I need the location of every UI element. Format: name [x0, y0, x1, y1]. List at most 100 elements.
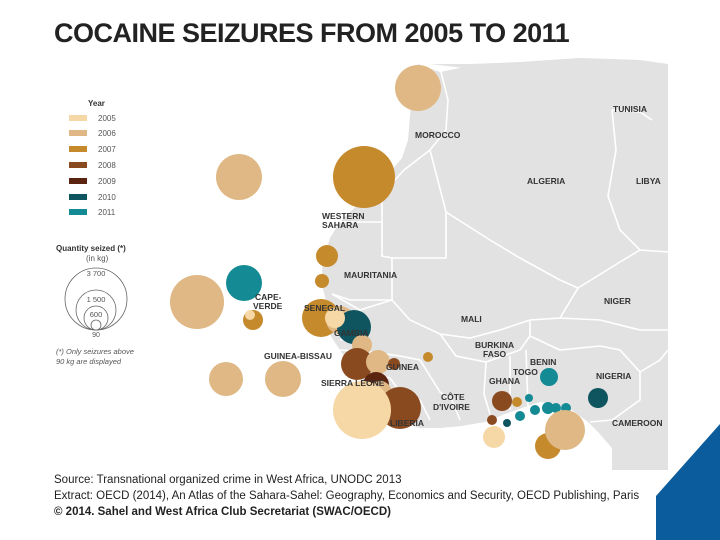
country-label-tunisia: TUNISIA	[613, 104, 647, 114]
copyright-line: © 2014. Sahel and West Africa Club Secre…	[54, 506, 391, 518]
country-labels: TUNISIA MOROCCO ALGERIA LIBYA WESTERN SA…	[253, 104, 663, 428]
country-label-verde: VERDE	[253, 301, 283, 311]
legend-label-2007: 2007	[98, 145, 116, 154]
border-cameroon	[639, 349, 669, 373]
legend-swatch-2011	[69, 209, 87, 215]
seizure-bubble	[492, 391, 512, 411]
seizure-bubble	[341, 348, 373, 380]
source-block: Source: Transnational organized crime in…	[54, 472, 639, 520]
seizure-bubble	[525, 394, 533, 402]
seizure-bubble	[226, 265, 262, 301]
border-mali-south	[359, 287, 579, 339]
country-label-mauritania: MAURITANIA	[344, 270, 397, 280]
seizure-bubble	[515, 411, 525, 421]
border-algeria-niger	[577, 249, 669, 289]
country-label-cote: CÔTE	[441, 391, 465, 402]
seizure-bubble	[316, 245, 338, 267]
seizure-bubble	[170, 275, 224, 329]
source-line: Source: Transnational organized crime in…	[54, 474, 402, 486]
country-label-burkina: BURKINA	[475, 340, 514, 350]
legend-footnote-line2: 90 kg are displayed	[56, 357, 122, 366]
seizure-bubble	[333, 146, 395, 208]
legend-size-label-small: 600	[90, 310, 103, 319]
country-label-togo: TOGO	[513, 367, 538, 377]
country-label-guinea: GUINEA	[386, 362, 419, 372]
legend-size-label-tiny: 90	[92, 332, 100, 339]
legend-quantity-unit: (in kg)	[86, 254, 109, 263]
country-label-libya: LIBYA	[636, 176, 661, 186]
seizure-bubble	[530, 405, 540, 415]
legend-size-label-medium: 1 500	[87, 295, 106, 304]
legend-label-2011: 2011	[98, 208, 116, 217]
legend-quantity-title: Quantity seized (*)	[56, 244, 126, 253]
country-label-sahara: SAHARA	[322, 220, 358, 230]
extract-line: Extract: OECD (2014), An Atlas of the Sa…	[54, 490, 640, 502]
seizure-bubble	[551, 403, 561, 413]
country-label-algeria: ALGERIA	[527, 176, 565, 186]
legend-swatch-2009	[69, 178, 87, 184]
legend-size-circle-tiny	[90, 319, 102, 331]
legend-label-2008: 2008	[98, 161, 116, 170]
legend-label-2009: 2009	[98, 177, 116, 186]
seizure-bubble	[209, 362, 243, 396]
map-title: COCAINE SEIZURES FROM 2005 TO 2011	[54, 18, 570, 48]
seizure-bubble	[545, 410, 585, 450]
seizure-bubble	[265, 361, 301, 397]
seizure-bubble	[216, 154, 262, 200]
legend-label-2005: 2005	[98, 114, 116, 123]
seizure-bubble	[366, 350, 390, 374]
border-algeria-libya	[607, 109, 641, 251]
border-niger-nigeria	[559, 317, 668, 331]
country-borders	[331, 67, 669, 423]
seizure-bubble	[512, 397, 522, 407]
country-label-benin: BENIN	[530, 357, 556, 367]
legend-swatch-2007	[69, 146, 87, 152]
corner-shape	[656, 424, 720, 540]
seizure-bubble	[540, 368, 558, 386]
legend-label-2006: 2006	[98, 129, 116, 138]
seizure-bubble	[542, 402, 554, 414]
seizure-bubble	[333, 381, 391, 439]
seizure-bubble	[395, 65, 441, 111]
country-label-western: WESTERN	[322, 211, 365, 221]
corner-decoration	[656, 424, 720, 540]
legend-swatch-2008	[69, 162, 87, 168]
seizure-bubble	[245, 310, 255, 320]
legend-footnote-line1: (*) Only seizures above	[56, 347, 134, 356]
border-burkina	[439, 320, 531, 363]
legend-swatch-2006	[69, 130, 87, 136]
seizure-bubble	[483, 426, 505, 448]
country-label-divoire: D'IVOIRE	[433, 402, 470, 412]
country-label-gambia: GAMBIA	[334, 328, 368, 338]
country-label-niger: NIGER	[604, 296, 631, 306]
country-label-sierra-leone: SIERRA LEONE	[321, 378, 385, 388]
border-tunisia	[611, 109, 653, 121]
land-layer	[322, 58, 668, 470]
country-label-liberia: LIBERIA	[390, 418, 424, 428]
africa-land	[322, 58, 668, 470]
seizure-bubble	[423, 352, 433, 362]
legend-swatch-2005	[69, 115, 87, 121]
border-nigeria	[529, 335, 641, 423]
border-mali-mauritania	[392, 212, 447, 259]
seizure-bubble	[487, 415, 497, 425]
legend: Year 2005 2006 2007 2008 2009 2010 2011 …	[56, 99, 134, 366]
seizure-bubble	[315, 274, 329, 288]
seizure-bubbles	[170, 65, 608, 459]
border-mauritania	[331, 222, 393, 301]
border-cote-divoire	[429, 375, 461, 421]
border-algeria-mali	[429, 149, 579, 289]
country-label-morocco: MOROCCO	[415, 130, 461, 140]
europe-land	[430, 62, 650, 70]
legend-size-label-large: 3 700	[87, 269, 106, 278]
country-label-faso: FASO	[483, 349, 507, 359]
seizure-bubble	[388, 358, 400, 370]
country-label-mali: MALI	[461, 314, 482, 324]
country-label-ghana: GHANA	[489, 376, 520, 386]
seizure-bubble	[325, 308, 345, 328]
legend-title: Year	[88, 99, 105, 108]
border-ghana	[483, 361, 491, 415]
country-label-nigeria: NIGERIA	[596, 371, 631, 381]
seizure-bubble	[503, 419, 511, 427]
